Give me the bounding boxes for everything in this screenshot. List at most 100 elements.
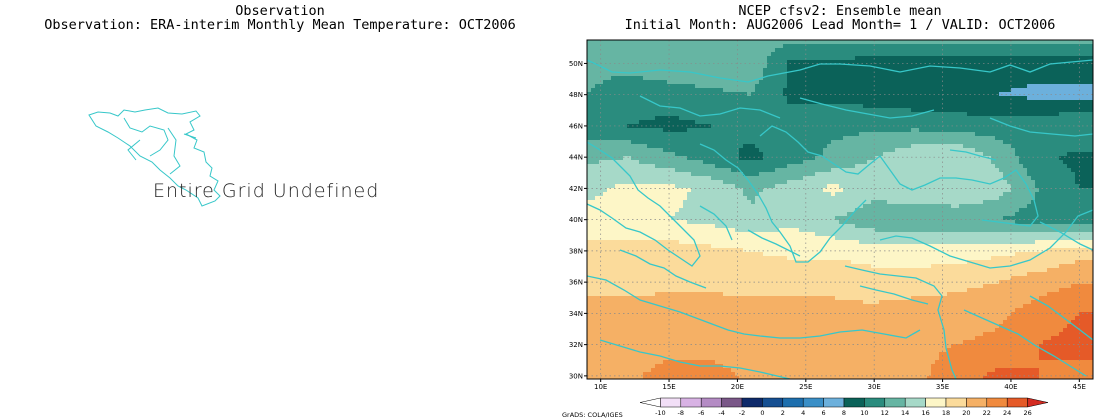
heat-cell xyxy=(1023,168,1028,173)
heat-cell xyxy=(831,80,836,85)
heat-cell xyxy=(995,172,1000,177)
heat-cell xyxy=(759,172,764,177)
heat-cell xyxy=(931,60,936,65)
heat-cell xyxy=(587,136,592,141)
heat-cell xyxy=(595,52,600,57)
heat-cell xyxy=(1087,124,1092,129)
heat-cell xyxy=(1011,44,1016,49)
heat-cell xyxy=(823,172,828,177)
heat-cell xyxy=(975,60,980,65)
heat-cell xyxy=(847,100,852,105)
heat-cell xyxy=(1047,76,1052,81)
heat-cell xyxy=(951,116,956,121)
heat-cell xyxy=(1027,120,1032,125)
heat-cell xyxy=(1023,144,1028,149)
heat-cell xyxy=(759,168,764,173)
heat-cell xyxy=(763,156,768,161)
heat-cell xyxy=(775,144,780,149)
heat-cell xyxy=(1047,112,1052,117)
heat-cell xyxy=(811,144,816,149)
heat-cell xyxy=(983,44,988,49)
heat-cell xyxy=(851,60,856,65)
heat-cell xyxy=(719,196,724,201)
heat-cell xyxy=(971,116,976,121)
heat-cell xyxy=(731,168,736,173)
heat-cell xyxy=(1079,68,1084,73)
heat-cell xyxy=(691,40,696,45)
heat-cell xyxy=(671,180,676,185)
heat-cell xyxy=(823,108,828,113)
heat-cell xyxy=(783,80,788,85)
heat-cell xyxy=(719,104,724,109)
heat-cell xyxy=(743,160,748,165)
heat-cell xyxy=(735,60,740,65)
heat-cell xyxy=(1027,144,1032,149)
heat-cell xyxy=(855,160,860,165)
heat-cell xyxy=(931,100,936,105)
heat-cell xyxy=(779,48,784,53)
heat-cell xyxy=(1011,72,1016,77)
heat-cell xyxy=(659,192,664,197)
heat-cell xyxy=(971,96,976,101)
heat-cell xyxy=(775,184,780,189)
heat-cell xyxy=(679,104,684,109)
heat-cell xyxy=(615,136,620,141)
heat-cell xyxy=(863,144,868,149)
heat-cell xyxy=(603,68,608,73)
heat-cell xyxy=(1063,68,1068,73)
heat-cell xyxy=(803,52,808,57)
heat-cell xyxy=(931,188,936,193)
heat-cell xyxy=(827,92,832,97)
heat-cell xyxy=(1007,176,1012,181)
heat-cell xyxy=(1067,188,1072,193)
heat-cell xyxy=(847,40,852,45)
heat-cell xyxy=(795,56,800,61)
heat-cell xyxy=(991,164,996,169)
heat-cell xyxy=(607,64,612,69)
heat-cell xyxy=(1019,48,1024,53)
heat-cell xyxy=(855,100,860,105)
heat-cell xyxy=(631,96,636,101)
heat-cell xyxy=(975,44,980,49)
heat-cell xyxy=(651,88,656,93)
heat-cell xyxy=(1031,52,1036,57)
heat-cell xyxy=(603,60,608,65)
heat-cell xyxy=(931,104,936,109)
heat-cell xyxy=(823,84,828,89)
heat-cell xyxy=(891,144,896,149)
heat-cell xyxy=(675,92,680,97)
heat-cell xyxy=(863,164,868,169)
heat-cell xyxy=(595,92,600,97)
heat-cell xyxy=(639,76,644,81)
heat-cell xyxy=(783,192,788,197)
heat-cell xyxy=(787,56,792,61)
heat-cell xyxy=(1075,164,1080,169)
heat-cell xyxy=(767,96,772,101)
heat-cell xyxy=(1023,120,1028,125)
heat-cell xyxy=(679,108,684,113)
heat-cell xyxy=(679,80,684,85)
heat-cell xyxy=(839,116,844,121)
heat-cell xyxy=(995,84,1000,89)
heat-cell xyxy=(1035,112,1040,117)
heat-cell xyxy=(795,116,800,121)
heat-cell xyxy=(883,104,888,109)
heat-cell xyxy=(659,72,664,77)
heat-cell xyxy=(991,192,996,197)
heat-cell xyxy=(959,160,964,165)
heat-cell xyxy=(759,176,764,181)
heat-cell xyxy=(791,84,796,89)
heat-cell xyxy=(1051,68,1056,73)
heat-cell xyxy=(859,40,864,45)
heat-cell xyxy=(719,112,724,117)
heat-cell xyxy=(1003,124,1008,129)
heat-cell xyxy=(839,164,844,169)
heat-cell xyxy=(1019,192,1024,197)
heat-cell xyxy=(895,52,900,57)
heat-cell xyxy=(635,112,640,117)
heat-cell xyxy=(759,160,764,165)
heat-cell xyxy=(847,92,852,97)
heat-cell xyxy=(623,88,628,93)
heat-cell xyxy=(963,120,968,125)
heat-cell xyxy=(1055,136,1060,141)
